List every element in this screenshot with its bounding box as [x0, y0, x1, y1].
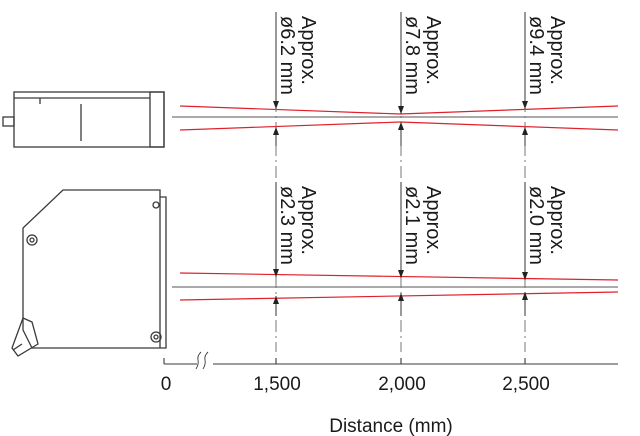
sensor-top-view [2, 91, 165, 148]
arrowhead-up [522, 127, 528, 135]
top-annotation-1-line1: Approx. [297, 16, 319, 85]
top-beam-lower-edge-far [399, 121, 619, 131]
top-beam-upper-edge [179, 105, 401, 115]
top-annotation-1-line2: ø6.2 mm [276, 16, 298, 95]
side-annotation-3-line2: ø2.0 mm [525, 186, 547, 265]
arrowhead-up [522, 292, 528, 300]
side-annotation-1-line1: Approx. [297, 186, 319, 255]
arrowhead-down [273, 269, 279, 277]
side-annotation-2-line2: ø2.1 mm [401, 186, 423, 265]
top-beam-upper-edge-far [399, 105, 619, 115]
sensor-side-view [11, 189, 167, 357]
top-annotation-3-line2: ø9.4 mm [525, 16, 547, 95]
side-annotation-1-line2: ø2.3 mm [276, 186, 298, 265]
arrowhead-down [522, 272, 528, 280]
top-annotation-2-line2: ø7.8 mm [401, 16, 423, 95]
arrowhead-down [398, 106, 404, 114]
arrowhead-up [273, 127, 279, 135]
arrowhead-down [398, 270, 404, 278]
side-annotation-2-line1: Approx. [422, 186, 444, 255]
side-beam-upper-edge [179, 272, 619, 281]
axis-tick-label-0: 0 [161, 374, 172, 395]
side-beam-pattern [172, 272, 619, 301]
distance-axis [163, 351, 618, 370]
arrowhead-up [398, 122, 404, 130]
arrowhead-down [273, 101, 279, 109]
side-annotation-3-line1: Approx. [546, 186, 568, 255]
axis-tick-label-1500: 1,500 [253, 374, 301, 395]
arrowhead-down [522, 101, 528, 109]
axis-tick-label-2000: 2,000 [378, 374, 426, 395]
dimension-lines [273, 12, 528, 352]
top-annotation-3-line1: Approx. [546, 16, 568, 85]
top-annotation-2-line1: Approx. [422, 16, 444, 85]
top-beam-lower-edge [179, 121, 401, 131]
side-beam-lower-edge [179, 291, 619, 301]
axis-tick-label-2500: 2,500 [502, 374, 550, 395]
arrowhead-up [273, 296, 279, 304]
top-beam-pattern [172, 105, 619, 131]
axis-title: Distance (mm) [329, 416, 453, 436]
arrowhead-up [398, 293, 404, 301]
